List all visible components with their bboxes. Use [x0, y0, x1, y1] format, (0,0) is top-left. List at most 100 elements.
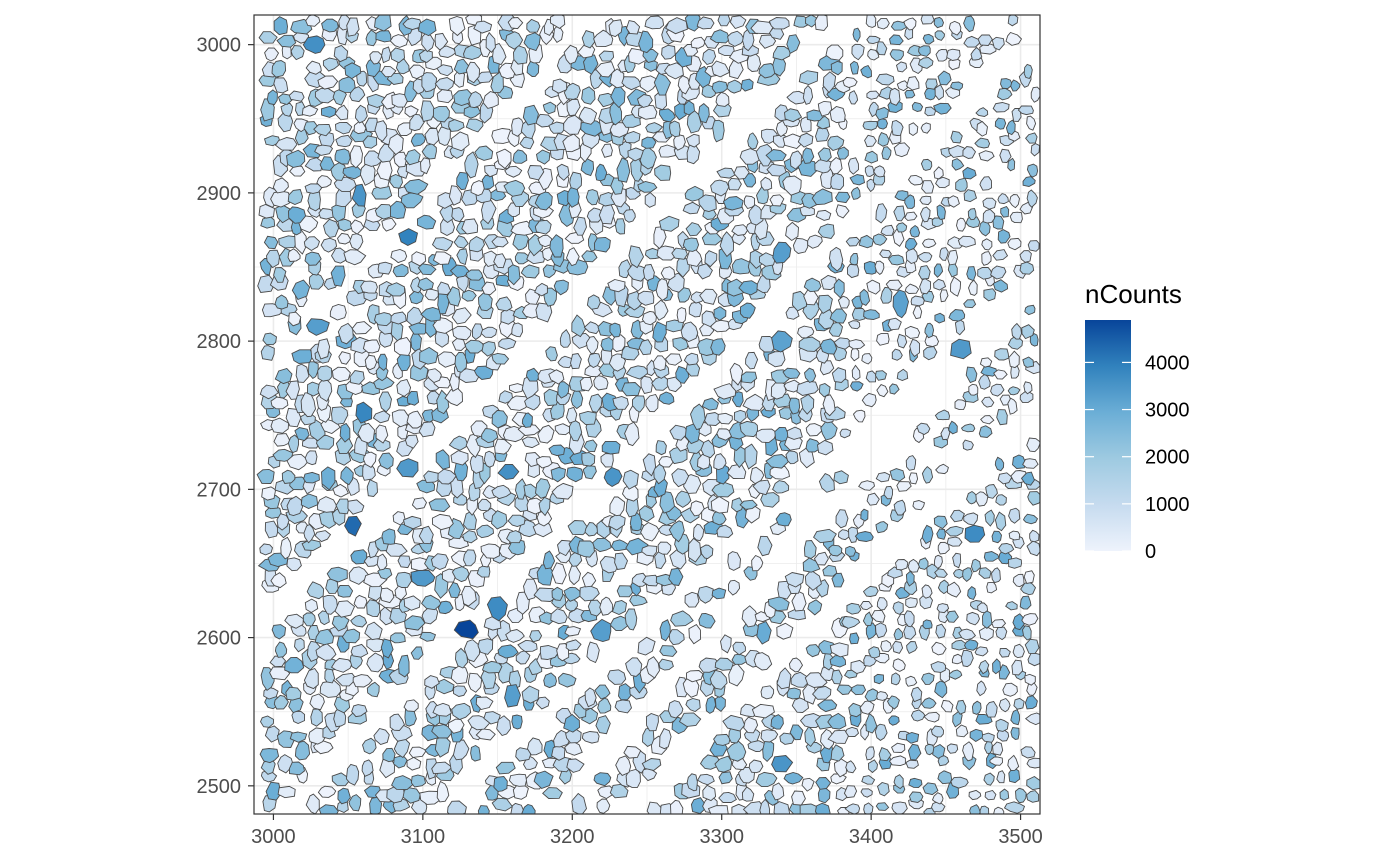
cell-polygon [1008, 350, 1020, 369]
cell-polygon [1010, 727, 1020, 740]
cell-polygon [849, 632, 860, 645]
cell-polygon [625, 657, 643, 677]
cell-polygon [992, 102, 1010, 113]
cell-polygon [820, 274, 838, 291]
cell-polygon [639, 146, 657, 170]
cell-polygon [789, 150, 802, 170]
cell-polygon [364, 354, 378, 371]
cell-polygon [475, 71, 494, 84]
cell-polygon [260, 345, 275, 361]
cell-polygon [417, 263, 437, 276]
cell-polygon [659, 728, 672, 750]
cell-polygon [601, 440, 621, 455]
cell-polygon [276, 730, 296, 748]
cell-polygon [453, 619, 479, 640]
cell-polygon [921, 524, 934, 545]
cell-polygon [452, 325, 472, 341]
cell-polygon [968, 383, 979, 396]
cell-polygon [811, 685, 832, 700]
cell-polygon [533, 770, 554, 790]
cell-polygon [922, 33, 935, 45]
cell-polygon [903, 624, 917, 640]
cell-polygon [419, 631, 437, 642]
cell-polygon [636, 94, 653, 108]
cell-polygon [975, 107, 989, 117]
cell-polygon [609, 496, 626, 517]
cell-polygon [641, 758, 662, 771]
cell-polygon [557, 381, 570, 399]
cell-polygon [957, 235, 976, 248]
cell-polygon [473, 20, 493, 34]
cell-polygon [542, 787, 563, 799]
cell-polygon [758, 252, 776, 267]
cell-polygon [989, 756, 1003, 766]
cell-polygon [931, 641, 947, 656]
cell-polygon [991, 530, 1002, 544]
cell-polygon [631, 395, 646, 413]
cell-polygon [967, 586, 977, 601]
cell-polygon [607, 279, 626, 293]
cell-polygon [335, 122, 353, 135]
cell-polygon [981, 238, 993, 251]
cell-polygon [507, 514, 526, 527]
cell-polygon [462, 510, 477, 531]
cell-polygon [294, 740, 311, 761]
cell-polygon [811, 188, 833, 206]
cell-polygon [397, 555, 411, 569]
cell-polygon [865, 370, 877, 383]
cell-polygon [963, 189, 978, 203]
cell-polygon [784, 572, 805, 588]
cell-polygon [385, 542, 408, 557]
cell-polygon [315, 643, 337, 661]
cell-polygon [864, 134, 877, 148]
cell-polygon [877, 132, 890, 147]
cell-polygon [319, 680, 342, 698]
cell-polygon [273, 267, 287, 283]
cell-polygon [994, 348, 1010, 361]
cell-polygon [1024, 673, 1036, 686]
cell-polygon [614, 218, 626, 235]
cell-polygon [714, 755, 733, 773]
cell-polygon [570, 353, 582, 370]
cell-polygon [935, 623, 947, 639]
cell-polygon [735, 506, 749, 529]
cell-polygon [830, 744, 845, 762]
cell-polygon [818, 473, 835, 493]
cell-polygon [581, 452, 596, 467]
cell-polygon [784, 108, 803, 123]
cell-polygon [817, 787, 831, 804]
cell-polygon [556, 163, 570, 181]
cell-polygon [923, 346, 938, 361]
cell-polygon [586, 294, 601, 310]
cell-polygon [288, 206, 307, 224]
cell-polygon [1020, 746, 1036, 759]
cell-polygon [357, 422, 376, 444]
cell-polygon [974, 646, 989, 657]
cell-polygon [654, 164, 672, 181]
cell-polygon [892, 601, 904, 615]
cell-polygon [892, 658, 906, 672]
cell-polygon [799, 803, 820, 814]
cell-polygon [951, 158, 965, 171]
cell-polygon [507, 17, 524, 30]
cell-polygon [845, 726, 860, 737]
cell-polygon [696, 773, 715, 786]
cell-polygon [903, 17, 917, 31]
cell-polygon [874, 723, 888, 741]
cell-polygon [836, 684, 853, 695]
cell-polygon [581, 731, 600, 744]
cell-polygon [450, 450, 469, 466]
y-tick-label: 2500 [197, 776, 242, 798]
cell-polygon [875, 106, 889, 121]
cell-polygon [313, 123, 332, 137]
cell-polygon [430, 553, 449, 570]
cell-polygon [481, 428, 499, 444]
cell-polygon [378, 330, 394, 348]
cell-polygon [969, 804, 981, 814]
cell-polygon [631, 572, 648, 587]
cell-polygon [1011, 659, 1024, 676]
cell-polygon [629, 512, 643, 532]
cell-polygon [992, 279, 1009, 293]
cell-polygon [582, 465, 597, 480]
cell-polygon [594, 684, 611, 700]
